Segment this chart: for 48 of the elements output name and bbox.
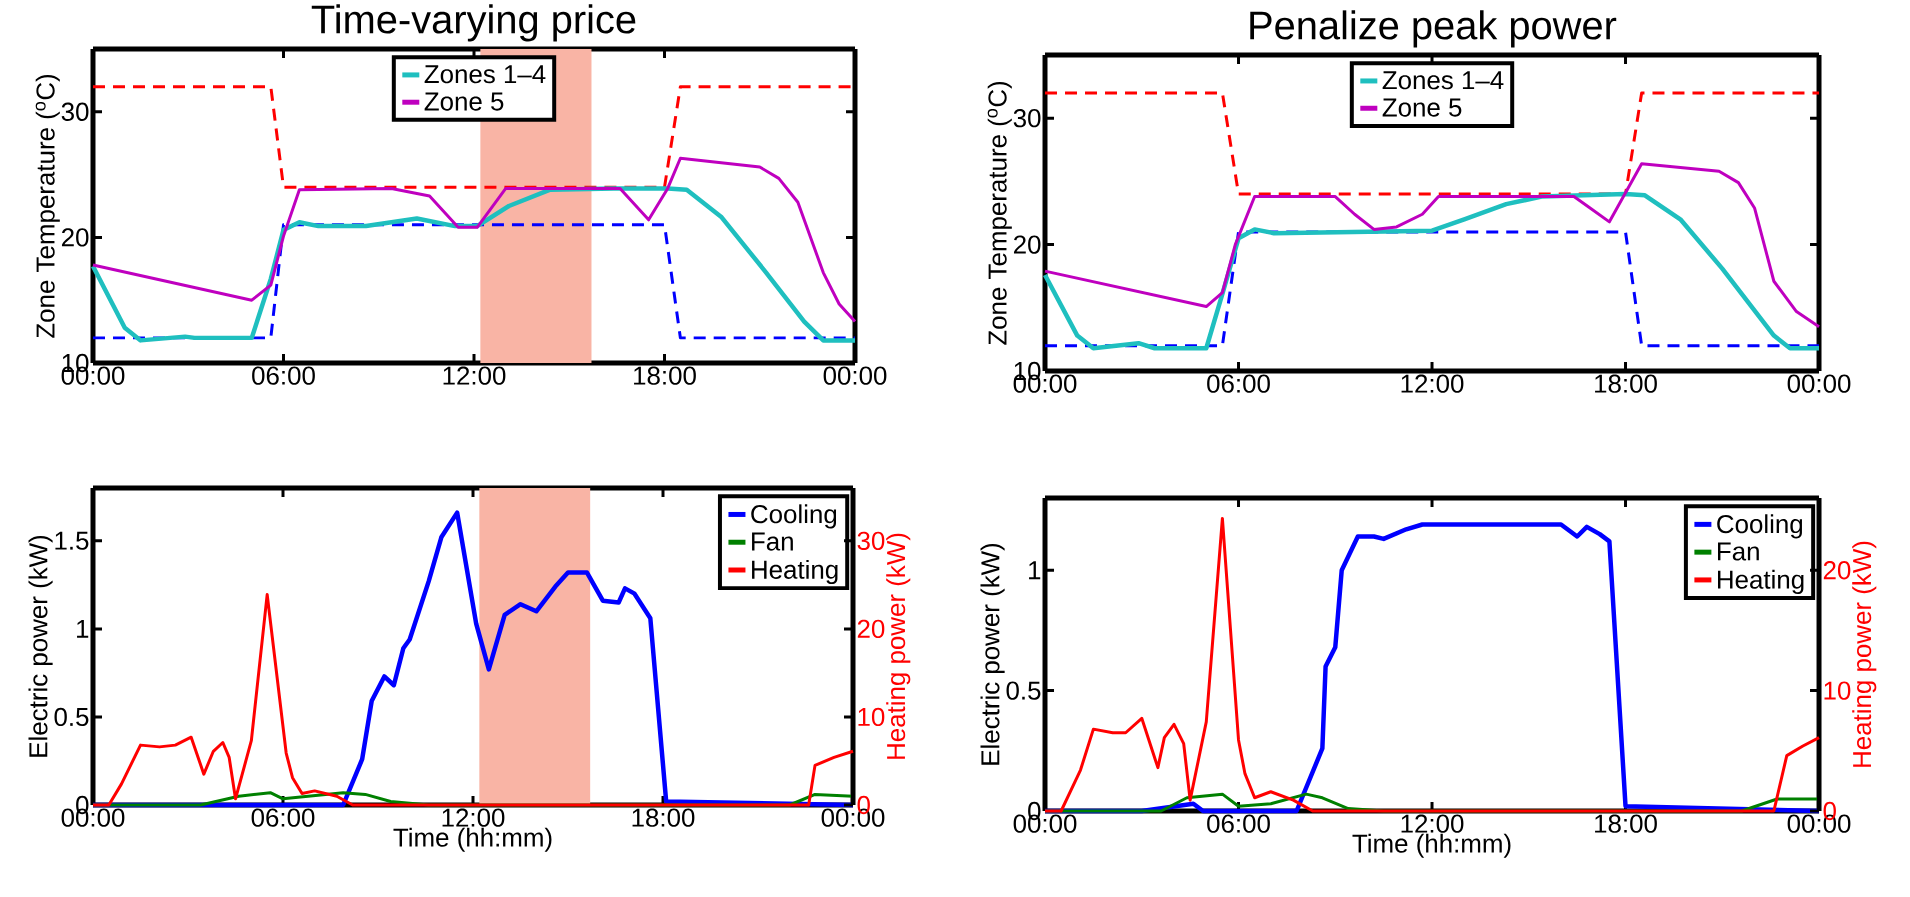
legend-label: Zones 1–4 — [1382, 71, 1504, 90]
legend-label: Zones 1–4 — [424, 65, 546, 84]
y-tick-label: 0.5 — [1006, 681, 1041, 700]
legend-label: Fan — [1718, 542, 1759, 561]
legend-label: Zone 5 — [1382, 98, 1462, 117]
chart-title: Time-varying price — [311, 4, 636, 42]
legend-label: Zone 5 — [424, 92, 504, 111]
legend-label: Heating — [1718, 569, 1804, 594]
y-tick-label: 30 — [61, 102, 89, 121]
x-tick-label: 06:00 — [252, 366, 315, 385]
x-tick-label: 06:00 — [251, 808, 315, 827]
x-tick-label: 12:00 — [1401, 814, 1464, 833]
x-tick-label: 12:00 — [443, 366, 506, 385]
y-tick-label: 30 — [1013, 109, 1041, 128]
x-tick-label: 12:00 — [442, 808, 505, 827]
chart-title: Penalize peak power — [1250, 10, 1617, 48]
x-tick-label: 00:00 — [1787, 374, 1851, 393]
y-tick-label: 1 — [1029, 561, 1041, 580]
legend-label: Heating — [752, 559, 838, 585]
y-tick-label: 1.5 — [55, 531, 89, 550]
legend-label: Cooling — [1717, 514, 1803, 539]
x-tick-label: 06:00 — [1207, 374, 1270, 393]
y-tick-label: 0.5 — [54, 707, 89, 727]
y2-tick-label: 10 — [1824, 681, 1851, 700]
x-tick-label: 18:00 — [1595, 814, 1657, 833]
y2-tick-label: 10 — [858, 707, 885, 727]
legend-label: Fan — [752, 532, 793, 551]
y2-tick-label: 20 — [857, 619, 885, 639]
x-tick-label: 06:00 — [1207, 814, 1270, 833]
x-axis-title: Time (hh:mm) — [1352, 833, 1511, 858]
x-tick-label: 18:00 — [634, 366, 696, 385]
x-tick-label: 12:00 — [1401, 374, 1464, 393]
y-axis-title: Electric power (kW) — [980, 543, 1005, 765]
x-tick-label: 18:00 — [1595, 374, 1657, 393]
y-axis-title: Zone Temperature ($^{o}$C) — [35, 74, 60, 338]
y-tick-label: 1 — [77, 619, 89, 638]
y2-tick-label: 20 — [1823, 561, 1851, 580]
legend-label: Cooling — [751, 504, 837, 529]
y-axis-title: Zone Temperature ($^{o}$C) — [987, 81, 1012, 345]
y-axis-title: Electric power (kW) — [28, 535, 53, 757]
x-tick-label: 00:00 — [823, 366, 887, 385]
y2-tick-label: 30 — [857, 531, 885, 550]
x-tick-label: 18:00 — [632, 808, 695, 827]
y2-axis-title: Heating power (kW) — [1852, 541, 1877, 767]
x-axis-title: Time (hh:mm) — [393, 827, 552, 852]
y-tick-label: 20 — [1013, 235, 1041, 254]
y-tick-label: 20 — [61, 228, 89, 247]
y2-axis-title: Heating power (kW) — [886, 533, 911, 759]
